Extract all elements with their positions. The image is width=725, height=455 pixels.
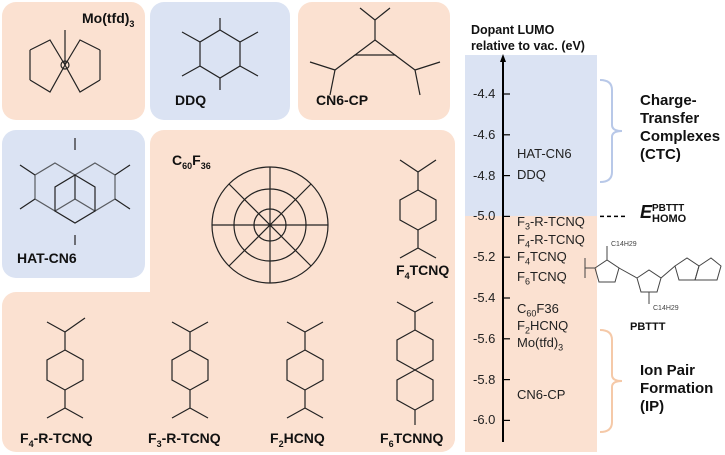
tick-label: -4.6: [473, 126, 496, 142]
svg-text:C14H29: C14H29: [611, 241, 637, 248]
ctc-brace-icon: [599, 79, 623, 183]
ctc-region-band: [465, 55, 597, 217]
ctc-line2: Transfer: [640, 110, 700, 127]
ip-line2: Formation: [640, 380, 714, 397]
tick-label: -5.2: [473, 249, 496, 265]
mo-tfd3-structure: [29, 30, 101, 93]
homo-label: E PBTTT HOMO: [640, 202, 687, 225]
axis-title-line1: Dopant LUMO: [471, 23, 555, 37]
axis-title-line2: relative to vac. (eV): [471, 39, 585, 53]
ip-brace-icon: [599, 329, 623, 433]
label-mo-tfd3: Mo(tfd)3: [82, 10, 135, 29]
c60f36-structure: [211, 166, 329, 284]
panel-mo-tfd3: [2, 2, 145, 120]
level-label: Mo(tfd)3: [517, 335, 564, 353]
label-c60f36: C60F36: [172, 152, 211, 171]
label-hat-cn6: HAT-CN6: [17, 250, 77, 266]
ctc-line3: Complexes: [640, 128, 721, 145]
level-label: F6TCNQ: [517, 268, 567, 287]
f4-r-tcnq-structure: [46, 317, 86, 419]
ctc-region-label: Charge- Transfer Complexes (CTC): [640, 92, 720, 164]
level-label: F2HCNQ: [517, 318, 569, 336]
axis-arrow-icon: [500, 54, 506, 62]
level-label: F3-R-TCNQ: [517, 213, 585, 232]
f6tcnnq-structure: [396, 301, 434, 425]
ip-line3: (IP): [640, 398, 665, 415]
ip-region-band: [465, 216, 597, 452]
tick-label: -4.4: [473, 86, 496, 101]
molecule-structures: [19, 7, 441, 425]
ip-region-label: Ion Pair Formation (IP): [640, 362, 713, 416]
tick-label: -4.8: [473, 167, 496, 183]
f4tcnq-structure: [399, 159, 437, 259]
label-f4-r-tcnq: F4-R-TCNQ: [20, 430, 93, 449]
level-label: C60F36: [517, 301, 559, 319]
f3-r-tcnq-structure: [171, 321, 209, 419]
axis-title: Dopant LUMO relative to vac. (eV): [471, 22, 585, 54]
tick-label: -5.6: [473, 330, 496, 346]
cn6-cp-structure: [309, 7, 441, 96]
ddq-structure: [181, 18, 259, 90]
tick-label: -5.0: [473, 208, 496, 224]
level-label: F4TCNQ: [517, 248, 567, 267]
level-label: HAT-CN6: [517, 146, 572, 162]
f2hcnq-structure: [286, 321, 324, 419]
label-f2hcnq: F2HCNQ: [270, 430, 325, 449]
level-label: F4-R-TCNQ: [517, 231, 585, 250]
hat-cn6-structure: [19, 138, 131, 245]
label-ddq: DDQ: [175, 92, 207, 108]
ip-line1: Ion Pair: [640, 362, 696, 379]
label-f3-r-tcnq: F3-R-TCNQ: [148, 430, 221, 449]
tick-label: -6.0: [473, 412, 496, 428]
tick-label: -5.8: [473, 371, 496, 387]
ctc-line4: (CTC): [640, 146, 681, 163]
label-cn6-cp: CN6-CP: [316, 92, 369, 108]
pbttt-structure: C14H29 C14H29: [584, 241, 722, 312]
panel-cn6-cp: [298, 2, 450, 120]
panel-ip-bottom: [2, 292, 455, 452]
panel-hat-cn6: [2, 130, 145, 278]
level-label: DDQ: [517, 166, 546, 182]
level-label: CN6-CP: [517, 386, 566, 402]
svg-text:C14H29: C14H29: [653, 305, 679, 312]
ctc-line1: Charge-: [640, 92, 697, 109]
label-f4tcnq: F4TCNQ: [396, 262, 450, 281]
pbttt-label: PBTTT: [630, 321, 666, 333]
tick-label: -5.4: [473, 290, 496, 305]
label-f6tcnnq: F6TCNNQ: [380, 430, 444, 449]
